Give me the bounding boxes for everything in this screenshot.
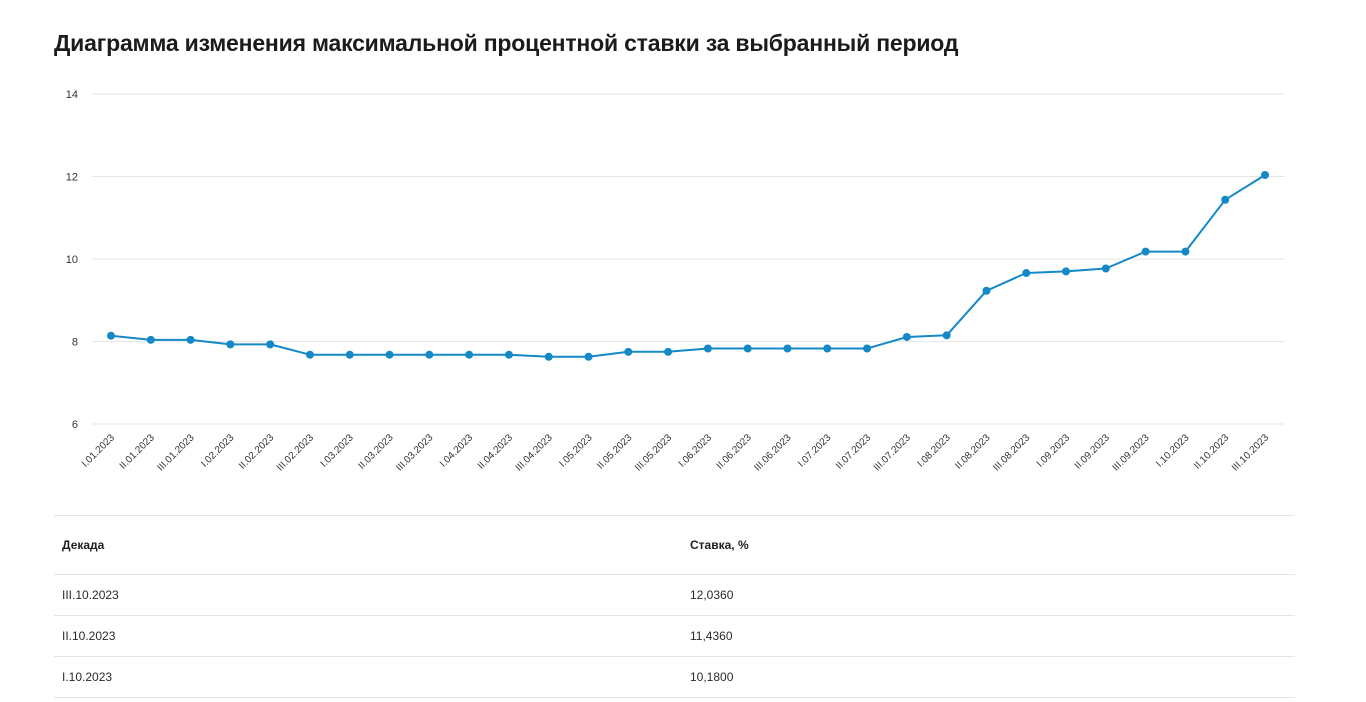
column-header-period: Декада	[54, 515, 682, 575]
x-tick-label: I.02.2023	[199, 432, 237, 470]
data-point	[664, 347, 673, 356]
x-tick-label: III.05.2023	[633, 432, 675, 474]
data-point	[624, 347, 633, 356]
x-tick-label: III.03.2023	[394, 432, 436, 474]
data-point	[1062, 267, 1071, 276]
data-point	[1221, 195, 1230, 204]
x-tick-label: II.04.2023	[476, 432, 516, 472]
page-title: Диаграмма изменения максимальной процент…	[54, 30, 959, 56]
data-point	[186, 335, 195, 344]
x-tick-label: II.05.2023	[595, 432, 635, 472]
x-tick-label: III.10.2023	[1230, 432, 1272, 474]
x-tick-label: II.07.2023	[834, 432, 874, 472]
data-point	[107, 331, 115, 340]
table-header-row: Декада Ставка, %	[54, 515, 1295, 575]
data-point	[823, 344, 832, 353]
x-tick-label: I.08.2023	[915, 432, 953, 470]
data-point	[226, 340, 235, 349]
data-point	[743, 344, 752, 353]
data-point	[1261, 171, 1269, 180]
x-tick-label: I.01.2023	[80, 432, 118, 470]
x-tick-label: I.10.2023	[1154, 432, 1192, 470]
x-tick-label: III.02.2023	[275, 432, 317, 474]
x-tick-label: I.09.2023	[1035, 432, 1073, 470]
data-point	[1022, 269, 1031, 278]
data-point	[345, 350, 354, 359]
data-point	[266, 340, 275, 349]
data-point	[1101, 264, 1110, 273]
data-point	[465, 350, 474, 359]
x-tick-label: I.04.2023	[438, 432, 476, 470]
y-tick-label: 12	[66, 172, 78, 184]
table-cell-period: I.10.2023	[54, 656, 682, 698]
x-tick-label: II.01.2023	[118, 432, 158, 472]
data-point	[146, 335, 155, 344]
data-point	[1141, 247, 1150, 256]
data-point	[584, 352, 593, 361]
data-point	[504, 350, 513, 359]
x-tick-label: III.06.2023	[752, 432, 794, 474]
x-tick-label: II.02.2023	[237, 432, 277, 472]
data-point	[703, 344, 712, 353]
data-point	[305, 350, 314, 359]
y-tick-label: 6	[72, 419, 78, 431]
data-point	[863, 344, 872, 353]
rates-table-container: Декада Ставка, % III.10.2023 12,0360 II.…	[54, 515, 1295, 698]
x-tick-label: III.04.2023	[514, 432, 556, 474]
series-line	[110, 174, 1266, 358]
data-point	[385, 350, 394, 359]
x-tick-label: I.03.2023	[319, 432, 357, 470]
x-tick-label: III.01.2023	[156, 432, 198, 474]
data-point	[902, 332, 911, 341]
x-tick-label: I.06.2023	[677, 432, 715, 470]
table-cell-period: III.10.2023	[54, 574, 682, 616]
table-cell-rate: 11,4360	[682, 615, 1295, 657]
table-cell-rate: 12,0360	[682, 574, 1295, 616]
data-point	[942, 331, 951, 340]
table-row: II.10.2023 11,4360	[54, 615, 1295, 657]
y-tick-label: 10	[66, 254, 78, 266]
y-tick-label: 8	[72, 337, 78, 349]
x-tick-label: I.05.2023	[557, 432, 595, 470]
column-header-rate: Ставка, %	[682, 515, 1295, 575]
x-tick-label: II.09.2023	[1073, 432, 1113, 472]
table-cell-rate: 10,1800	[682, 656, 1295, 698]
data-point	[425, 350, 434, 359]
data-point	[982, 286, 991, 295]
x-tick-label: III.08.2023	[991, 432, 1033, 474]
table-row: I.10.2023 10,1800	[54, 656, 1295, 698]
table-cell-period: II.10.2023	[54, 615, 682, 657]
x-tick-label: III.09.2023	[1111, 432, 1153, 474]
table-row: III.10.2023 12,0360	[54, 574, 1295, 616]
x-tick-label: II.03.2023	[356, 432, 396, 472]
y-tick-label: 14	[66, 89, 78, 101]
data-point	[783, 344, 792, 353]
data-point	[544, 352, 553, 361]
x-tick-label: II.08.2023	[953, 432, 993, 472]
data-point	[1181, 247, 1190, 256]
x-tick-label: II.06.2023	[715, 432, 755, 472]
x-tick-label: I.07.2023	[796, 432, 834, 470]
x-tick-label: II.10.2023	[1192, 432, 1232, 472]
x-tick-label: III.07.2023	[872, 432, 914, 474]
rates-table: Декада Ставка, % III.10.2023 12,0360 II.…	[54, 515, 1295, 698]
